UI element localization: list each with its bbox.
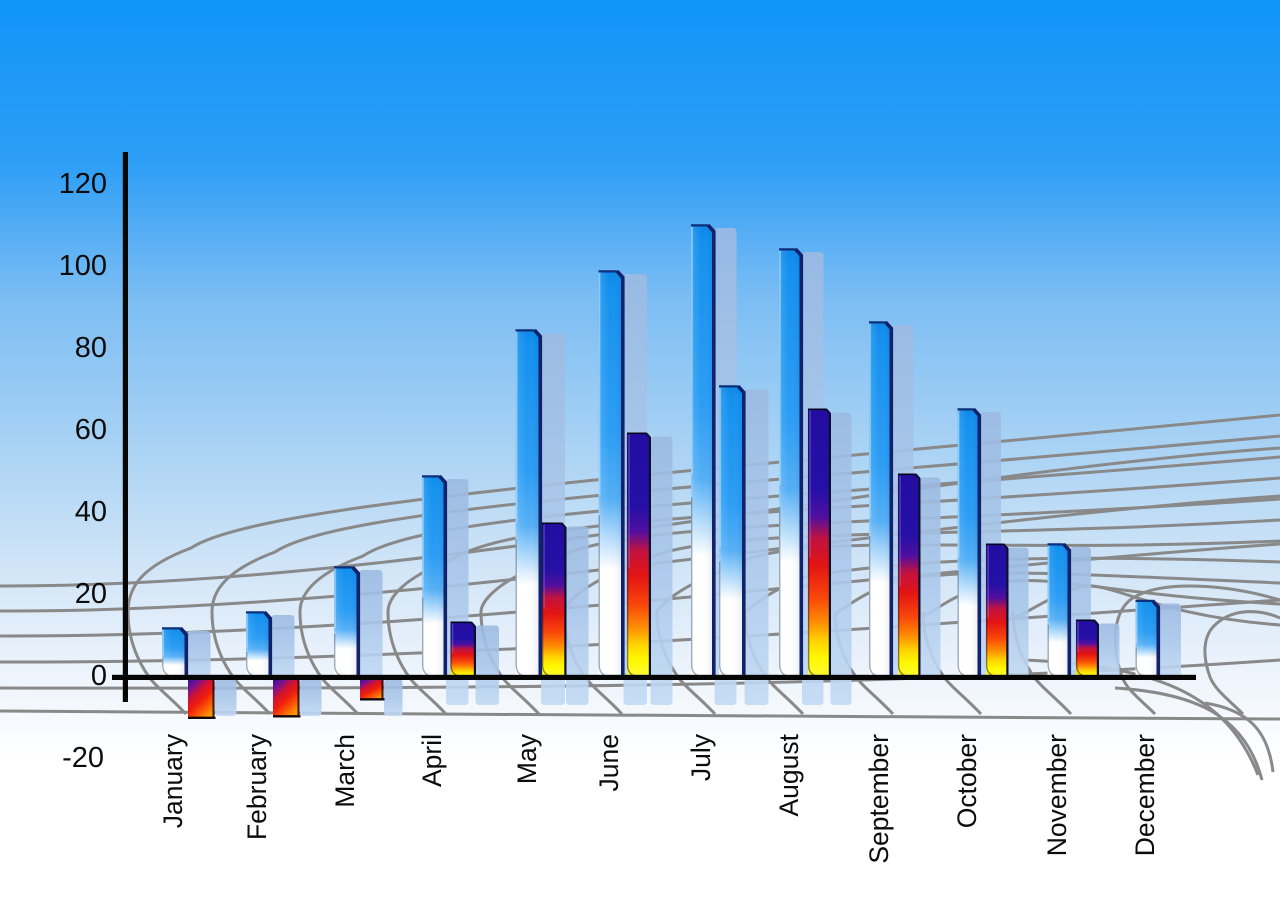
svg-text:January: January bbox=[158, 733, 188, 828]
svg-text:April: April bbox=[417, 734, 447, 787]
svg-text:February: February bbox=[242, 733, 272, 840]
svg-text:November: November bbox=[1042, 734, 1072, 856]
svg-text:20: 20 bbox=[75, 578, 107, 610]
svg-text:March: March bbox=[330, 734, 360, 808]
svg-text:60: 60 bbox=[75, 414, 107, 446]
svg-text:December: December bbox=[1130, 734, 1160, 856]
svg-text:-20: -20 bbox=[62, 742, 104, 774]
svg-text:0: 0 bbox=[91, 660, 107, 692]
svg-text:May: May bbox=[512, 733, 542, 784]
svg-text:October: October bbox=[952, 734, 982, 828]
svg-text:120: 120 bbox=[59, 168, 107, 200]
svg-text:July: July bbox=[686, 733, 716, 781]
svg-text:100: 100 bbox=[59, 250, 107, 282]
svg-text:August: August bbox=[774, 733, 804, 816]
svg-text:September: September bbox=[864, 734, 894, 864]
svg-text:June: June bbox=[594, 734, 624, 791]
svg-text:40: 40 bbox=[75, 496, 107, 528]
svg-text:80: 80 bbox=[75, 332, 107, 364]
